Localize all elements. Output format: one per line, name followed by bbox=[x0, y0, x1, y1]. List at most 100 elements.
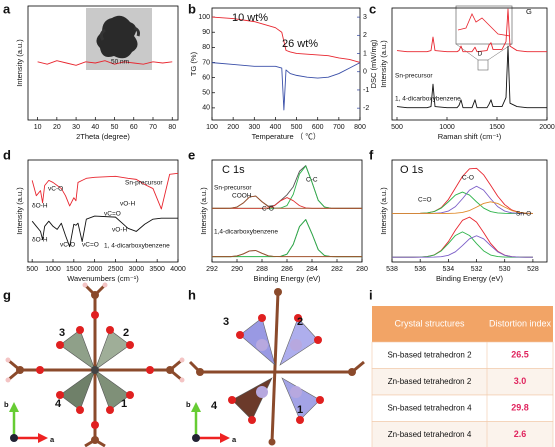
y-tick-label: 70 bbox=[202, 59, 210, 66]
panel-label: d bbox=[3, 147, 11, 162]
y2-tick-label: 1 bbox=[363, 50, 367, 57]
annotation: Sn-O bbox=[516, 211, 531, 218]
raman-inset bbox=[455, 5, 513, 71]
x-tick-label: 292 bbox=[206, 266, 218, 273]
data-line bbox=[31, 215, 178, 248]
plot-frame bbox=[391, 159, 548, 263]
plot-frame bbox=[27, 159, 179, 263]
x-tick-label: 200 bbox=[227, 124, 239, 131]
data-line bbox=[392, 235, 533, 258]
data-line bbox=[212, 195, 362, 209]
annotation: COOH bbox=[232, 193, 252, 200]
table-row bbox=[371, 368, 554, 396]
annotation: δO-H bbox=[32, 203, 48, 210]
x-tick-label: 500 bbox=[291, 124, 303, 131]
x-tick-label: 100 bbox=[206, 124, 218, 131]
annotation: 10 wt% bbox=[232, 12, 268, 24]
x-tick-label: 40 bbox=[91, 124, 99, 131]
x-tick-label: 300 bbox=[248, 124, 260, 131]
table-cell: Sn-based tetrahedron 4 bbox=[387, 403, 472, 412]
annotation: vC-O bbox=[48, 186, 63, 193]
annotation: Sn-precursor bbox=[125, 180, 163, 187]
structure-g bbox=[5, 282, 185, 447]
data-line bbox=[31, 172, 179, 210]
axis-name: b bbox=[4, 400, 9, 409]
data-line bbox=[392, 216, 533, 258]
x-tick-label: 4000 bbox=[170, 266, 186, 273]
data-line bbox=[37, 60, 173, 66]
panel-label: f bbox=[369, 147, 374, 162]
axis-name: a bbox=[50, 435, 55, 444]
site-label: 4 bbox=[211, 400, 218, 412]
panel-label: e bbox=[188, 147, 195, 162]
table-header: Crystal structures bbox=[394, 318, 465, 328]
x-axis-label: Wavenumbers (cm⁻¹) bbox=[67, 274, 139, 283]
data-line bbox=[392, 201, 533, 214]
panel-label: h bbox=[188, 287, 196, 302]
x-tick-label: 536 bbox=[414, 266, 426, 273]
y-axis-label: Intensity (a.u.) bbox=[379, 187, 388, 235]
y-axis-label: Intensity (a.u.) bbox=[379, 40, 388, 88]
x-tick-label: 600 bbox=[312, 124, 324, 131]
table-cell: 26.5 bbox=[511, 350, 529, 360]
annotation: Sn-precursor bbox=[395, 73, 433, 80]
x-axis-label: Binding Energy (eV) bbox=[436, 274, 504, 283]
panel-label: g bbox=[3, 287, 11, 302]
x-tick-label: 2000 bbox=[539, 124, 555, 131]
site-label: 1 bbox=[297, 404, 303, 416]
x-tick-label: 284 bbox=[306, 266, 318, 273]
plot-frame bbox=[391, 7, 548, 121]
x-tick-label: 534 bbox=[443, 266, 455, 273]
plot-frame bbox=[27, 5, 179, 121]
annotation: vO-H bbox=[120, 201, 135, 208]
y-axis-label: TG (%) bbox=[189, 51, 198, 76]
x-tick-label: 800 bbox=[354, 124, 366, 131]
data-line bbox=[212, 219, 362, 258]
table-row bbox=[371, 394, 554, 422]
axis-name: a bbox=[232, 435, 237, 444]
table-cell: 3.0 bbox=[514, 376, 527, 386]
x-tick-label: 280 bbox=[356, 266, 368, 273]
annotation: vC=O bbox=[82, 242, 99, 249]
data-line bbox=[211, 62, 361, 111]
table-cell: 2.6 bbox=[514, 429, 527, 439]
x-axis-label: Raman shift (cm⁻¹) bbox=[438, 132, 502, 141]
table-cell: Zn-based tetrahedron 4 bbox=[388, 430, 472, 439]
x-tick-label: 538 bbox=[386, 266, 398, 273]
annotation: C-C bbox=[306, 177, 318, 184]
annotation: O 1s bbox=[400, 164, 424, 176]
x-tick-label: 3000 bbox=[129, 266, 145, 273]
x-tick-label: 30 bbox=[72, 124, 80, 131]
y2-tick-label: 0 bbox=[363, 69, 367, 76]
data-line bbox=[212, 250, 362, 258]
panel-label: b bbox=[188, 1, 196, 16]
annotation: C 1s bbox=[222, 164, 245, 176]
data-line bbox=[211, 16, 361, 63]
data-line bbox=[396, 45, 547, 109]
y-tick-label: 100 bbox=[198, 14, 210, 21]
panel-label: c bbox=[369, 1, 376, 16]
annotation: 26 wt% bbox=[282, 38, 318, 50]
y2-tick-label: 2 bbox=[363, 32, 367, 39]
y-tick-label: 80 bbox=[202, 44, 210, 51]
annotation: 1, 4-dicarboxybenzene bbox=[104, 243, 170, 250]
y2-tick-label: -2 bbox=[363, 105, 369, 112]
site-label: 3 bbox=[59, 327, 65, 339]
x-tick-label: 286 bbox=[281, 266, 293, 273]
annotation: δO-H bbox=[32, 237, 48, 244]
x-tick-label: 80 bbox=[168, 124, 176, 131]
y-tick-label: 90 bbox=[202, 29, 210, 36]
x-tick-label: 1000 bbox=[439, 124, 455, 131]
site-label: 4 bbox=[55, 398, 62, 410]
site-label: 1 bbox=[121, 398, 127, 410]
table-row bbox=[371, 341, 554, 369]
data-line bbox=[392, 185, 533, 214]
panel-label: a bbox=[3, 1, 11, 16]
y2-tick-label: 3 bbox=[363, 14, 367, 21]
table-cell: Zn-based tetrahedron 2 bbox=[388, 377, 472, 386]
plot-frame bbox=[211, 7, 361, 121]
annotation: D bbox=[478, 51, 483, 58]
x-tick-label: 500 bbox=[391, 124, 403, 131]
y-tick-label: 50 bbox=[202, 90, 210, 97]
